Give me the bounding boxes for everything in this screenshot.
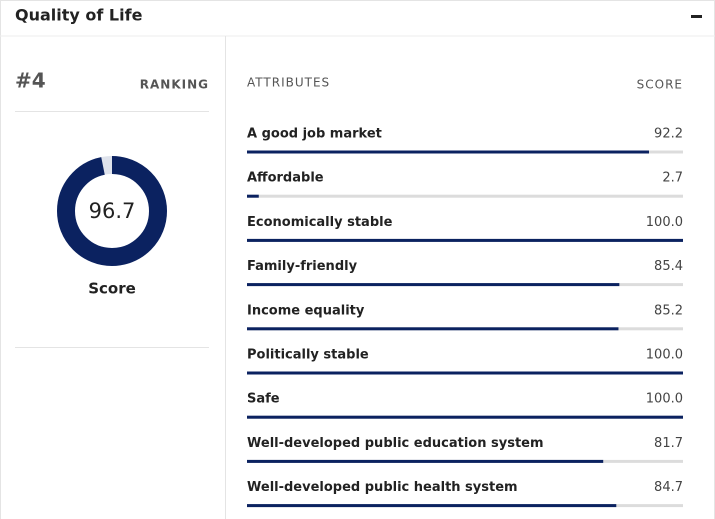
rank: #4 (15, 69, 46, 93)
attribute-score: 100.0 (646, 348, 683, 363)
overall-label: Score (88, 280, 136, 298)
attribute-score: 85.4 (654, 259, 683, 274)
score-bar (247, 283, 620, 287)
attribute-name: Safe (247, 392, 280, 407)
attribute-name: Affordable (247, 171, 324, 186)
bar-track (247, 194, 683, 198)
attribute-score: 85.2 (654, 303, 683, 318)
attribute-name: Income equality (247, 303, 365, 318)
attribute-score: 81.7 (654, 436, 683, 451)
score-bar (247, 238, 683, 242)
score-bar (247, 504, 617, 508)
attribute-score: 84.7 (654, 480, 683, 495)
attribute-name: Well-developed public health system (247, 480, 518, 495)
score-bar (247, 415, 683, 419)
score-bar (247, 327, 619, 331)
attribute-score: 92.2 (654, 127, 683, 142)
score-bar (247, 194, 259, 198)
panel-title: Quality of Life (15, 6, 143, 25)
attribute-score: 2.7 (662, 171, 683, 186)
score-bar (247, 371, 683, 375)
attribute-name: A good job market (247, 127, 382, 142)
collapse-button[interactable] (691, 15, 702, 18)
attribute-name: Well-developed public education system (247, 436, 544, 451)
donut-arc (57, 156, 167, 266)
overall-score: 96.7 (89, 199, 136, 223)
attribute-name: Politically stable (247, 348, 369, 363)
rank-label: RANKING (140, 78, 209, 92)
column-header: ATTRIBUTES (247, 76, 330, 90)
score-bar (247, 459, 604, 463)
attribute-score: 100.0 (646, 392, 683, 407)
attribute-name: Economically stable (247, 215, 393, 230)
attribute-name: Family-friendly (247, 259, 358, 274)
attribute-score: 100.0 (646, 215, 683, 230)
column-header: SCORE (637, 78, 683, 92)
score-bar (247, 150, 649, 154)
